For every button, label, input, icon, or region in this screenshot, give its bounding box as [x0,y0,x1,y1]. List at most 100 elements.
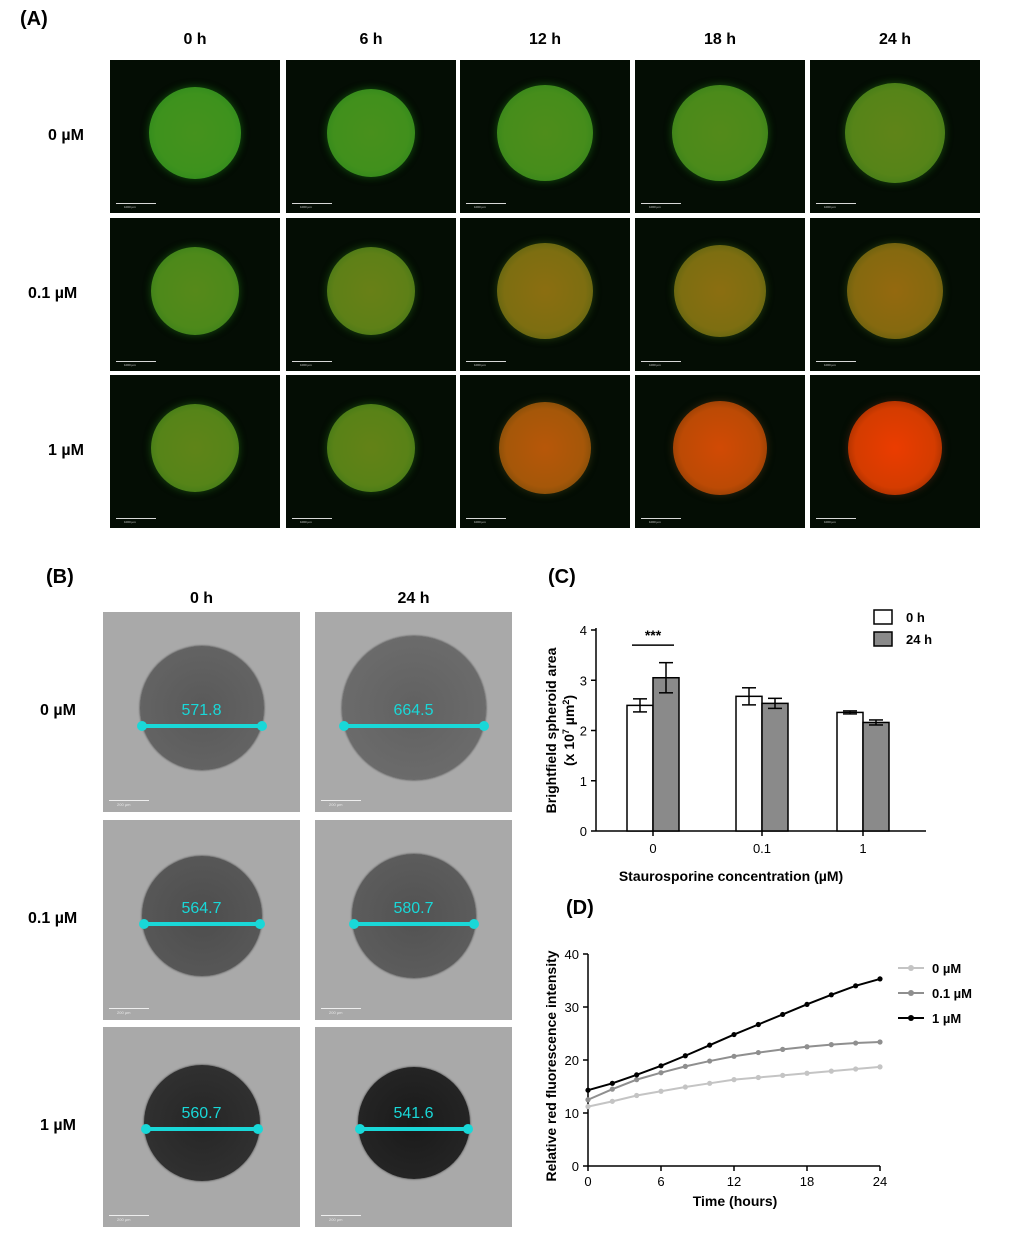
d-x-tick-label: 6 [657,1174,664,1189]
spheroid [357,1067,470,1179]
d-legend-label: 0.1 µM [932,986,972,1001]
scale-bar-label: 1000 µm [649,205,661,209]
diameter-line [145,1127,258,1131]
scale-bar [816,361,856,362]
b-concentration-label: 1 µM [40,1117,76,1134]
scale-bar [466,203,506,204]
d-data-point [609,1080,615,1086]
spheroid [341,636,486,780]
fluorescence-image: 1000 µm [635,60,805,213]
c-x-tick-label: 0.1 [753,841,771,856]
d-data-point [755,1021,761,1028]
d-data-point [828,1068,834,1074]
c-x-tick-label: 1 [859,841,866,856]
d-y-tick-label: 20 [565,1053,579,1068]
fluorescence-image: 1000 µm [635,218,805,371]
diameter-value: 564.7 [181,900,222,917]
scale-bar [321,800,361,801]
diameter-line [143,922,260,926]
fluorescence-image: 1000 µm [810,375,980,528]
b-concentration-label: 0 µM [40,702,76,719]
spheroid [673,400,767,495]
scale-bar-label: 200 µm [117,1217,131,1222]
d-data-point [731,1031,737,1038]
d-data-point [609,1098,615,1104]
d-x-tick-label: 0 [584,1174,591,1189]
c-y-tick-label: 4 [580,623,587,638]
d-data-point [658,1088,664,1094]
c-y-tick-label: 2 [580,724,587,739]
c-legend-label: 0 h [906,610,925,625]
d-x-tick-label: 18 [800,1174,814,1189]
spheroid [143,1065,260,1181]
d-data-point [780,1011,786,1018]
scale-bar-label: 1000 µm [300,363,312,367]
spheroid [139,646,264,770]
diameter-value: 580.7 [393,900,434,917]
d-data-point [682,1053,688,1059]
d-legend-marker [908,965,914,971]
spheroid [497,84,593,181]
diameter-endpoint [354,1124,365,1134]
c-ylabel-line1: Brightfield spheroid area [543,647,559,813]
d-legend-marker [908,1015,914,1021]
diameter-line [353,922,474,926]
scale-bar-label: 1000 µm [124,205,136,209]
c-x-tick-label: 0 [649,841,656,856]
d-data-point [585,1104,591,1110]
diameter-endpoint [478,721,489,731]
spheroid [847,242,943,339]
fluorescence-image: 1000 µm [460,60,630,213]
panel-d-label: (D) [566,897,594,919]
scale-bar-label: 1000 µm [649,520,661,524]
scale-bar [816,203,856,204]
spheroid [499,401,591,494]
d-data-point [853,1066,859,1072]
diameter-endpoint [136,721,147,731]
d-data-point [634,1072,640,1078]
scale-bar-label: 1000 µm [824,205,836,209]
scale-bar [292,361,332,362]
d-series-line [587,1065,881,1108]
diameter-endpoint [254,919,265,929]
scale-bar-label: 1000 µm [124,520,136,524]
a-concentration-label: 0 µM [48,126,84,144]
panel-b-label: (B) [46,566,74,588]
d-data-point [707,1080,713,1086]
fluorescence-image: 1000 µm [110,60,280,213]
scale-bar [109,800,149,801]
c-y-tick-label: 0 [580,824,587,839]
scale-bar [116,518,156,519]
fluorescence-image: 1000 µm [110,375,280,528]
d-legend-marker [908,990,914,996]
spheroid [327,403,415,492]
c-legend-label: 24 h [906,632,932,647]
d-data-point [828,992,834,998]
diameter-value: 560.7 [181,1105,222,1122]
scale-bar-label: 1000 µm [300,520,312,524]
d-data-point [877,976,883,982]
c-bar [761,702,789,832]
diameter-endpoint [140,1124,151,1134]
brightfield-image: 541.6 200 µm [315,1027,512,1227]
bar-chart: Brightfield spheroid area (x 107 µm2) St… [543,609,932,884]
spheroid [845,82,945,183]
brightfield-image: 664.5 200 µm [315,612,512,812]
spheroid [351,854,476,978]
fluorescence-image: 1000 µm [110,218,280,371]
diameter-endpoint [138,919,149,929]
panel-c-label: (C) [548,566,576,588]
fluorescence-image: 1000 µm [810,60,980,213]
d-data-point [585,1097,591,1103]
scale-bar [816,518,856,519]
diameter-endpoint [468,919,479,929]
d-data-point [634,1092,640,1099]
spheroid [497,242,593,339]
c-bar [626,704,654,832]
spheroid [149,86,241,179]
diameter-endpoint [338,721,349,731]
diameter-endpoint [348,919,359,929]
d-x-tick-label: 12 [727,1174,741,1189]
scale-bar-label: 1000 µm [649,363,661,367]
d-data-point [682,1084,688,1090]
